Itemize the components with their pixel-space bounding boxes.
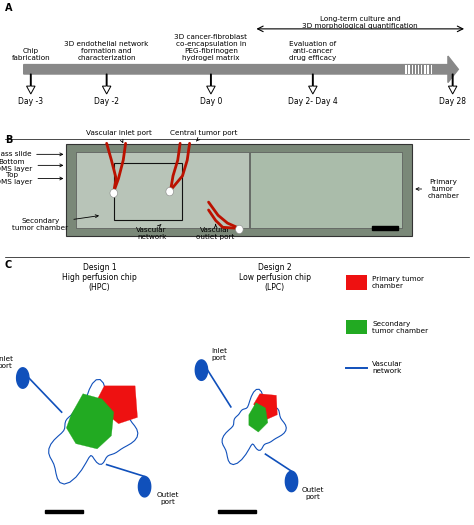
Text: Design 1
High perfusion chip
(HPC): Design 1 High perfusion chip (HPC) — [62, 262, 137, 292]
Polygon shape — [49, 380, 138, 484]
Bar — [346, 320, 367, 334]
Polygon shape — [95, 386, 137, 424]
Text: Secondary
tumor chamber: Secondary tumor chamber — [372, 321, 428, 333]
Circle shape — [236, 225, 243, 234]
Polygon shape — [285, 471, 298, 491]
Text: Vascular
outlet port: Vascular outlet port — [197, 224, 235, 240]
Text: Inlet
port: Inlet port — [0, 355, 13, 369]
Text: Chip
fabrication: Chip fabrication — [11, 48, 50, 61]
Text: Top
PDMS layer: Top PDMS layer — [0, 172, 63, 185]
Text: 3D endothelial network
formation and
characterization: 3D endothelial network formation and cha… — [64, 41, 149, 61]
Bar — [411, 65, 413, 74]
Bar — [405, 65, 407, 74]
Text: Glass slide: Glass slide — [0, 151, 63, 158]
Bar — [114, 163, 182, 220]
Polygon shape — [17, 368, 29, 388]
Bar — [218, 510, 256, 513]
Polygon shape — [222, 390, 286, 465]
Bar — [424, 65, 426, 74]
Text: Outlet
port: Outlet port — [302, 487, 324, 500]
FancyArrow shape — [102, 74, 111, 94]
Text: A: A — [5, 3, 12, 13]
FancyArrow shape — [24, 56, 458, 82]
Bar — [428, 65, 429, 74]
Bar — [76, 152, 249, 228]
Bar — [346, 275, 367, 290]
Text: 3D cancer-fibroblast
co-encapsulation in
PEG-fibrinogen
hydrogel matrix: 3D cancer-fibroblast co-encapsulation in… — [174, 35, 247, 61]
Text: Secondary
tumor chamber: Secondary tumor chamber — [12, 215, 98, 230]
Text: Primary
tumor
chamber: Primary tumor chamber — [416, 179, 459, 199]
Text: Evaluation of
anti-cancer
drug efficacy: Evaluation of anti-cancer drug efficacy — [289, 41, 337, 61]
Bar — [418, 65, 419, 74]
FancyArrow shape — [448, 74, 457, 94]
Circle shape — [166, 187, 173, 196]
FancyArrow shape — [27, 74, 35, 94]
FancyArrow shape — [207, 74, 215, 94]
Polygon shape — [249, 403, 268, 432]
Polygon shape — [254, 394, 277, 420]
Bar — [415, 65, 416, 74]
Circle shape — [110, 189, 118, 197]
Text: Day 0: Day 0 — [200, 97, 222, 106]
Text: Vascular inlet port: Vascular inlet port — [86, 130, 151, 142]
FancyArrow shape — [309, 74, 317, 94]
Text: Outlet
port: Outlet port — [156, 492, 179, 505]
Text: Vascular
network: Vascular network — [372, 361, 403, 374]
Text: Day -2: Day -2 — [94, 97, 119, 106]
Text: Day 2- Day 4: Day 2- Day 4 — [288, 97, 337, 106]
Text: Inlet
port: Inlet port — [211, 348, 227, 361]
Text: B: B — [5, 135, 12, 145]
Text: Design 2
Low perfusion chip
(LPC): Design 2 Low perfusion chip (LPC) — [239, 262, 311, 292]
Text: C: C — [5, 260, 12, 270]
Polygon shape — [138, 477, 151, 497]
Bar — [430, 65, 432, 74]
Bar — [250, 152, 402, 228]
Bar — [409, 65, 410, 74]
Bar — [45, 510, 83, 513]
Text: Primary tumor
chamber: Primary tumor chamber — [372, 276, 424, 289]
Text: Long-term culture and
3D morphological quantification: Long-term culture and 3D morphological q… — [302, 16, 418, 29]
Text: Day -3: Day -3 — [18, 97, 44, 106]
Polygon shape — [66, 394, 114, 449]
Polygon shape — [195, 360, 208, 380]
Text: Bottom
PDMS layer: Bottom PDMS layer — [0, 159, 63, 172]
Bar — [372, 226, 398, 230]
Text: Central tumor port: Central tumor port — [170, 130, 237, 141]
Bar — [421, 65, 422, 74]
Text: Day 28: Day 28 — [439, 97, 466, 106]
Bar — [66, 144, 412, 236]
Text: Vascular
network: Vascular network — [137, 224, 167, 240]
